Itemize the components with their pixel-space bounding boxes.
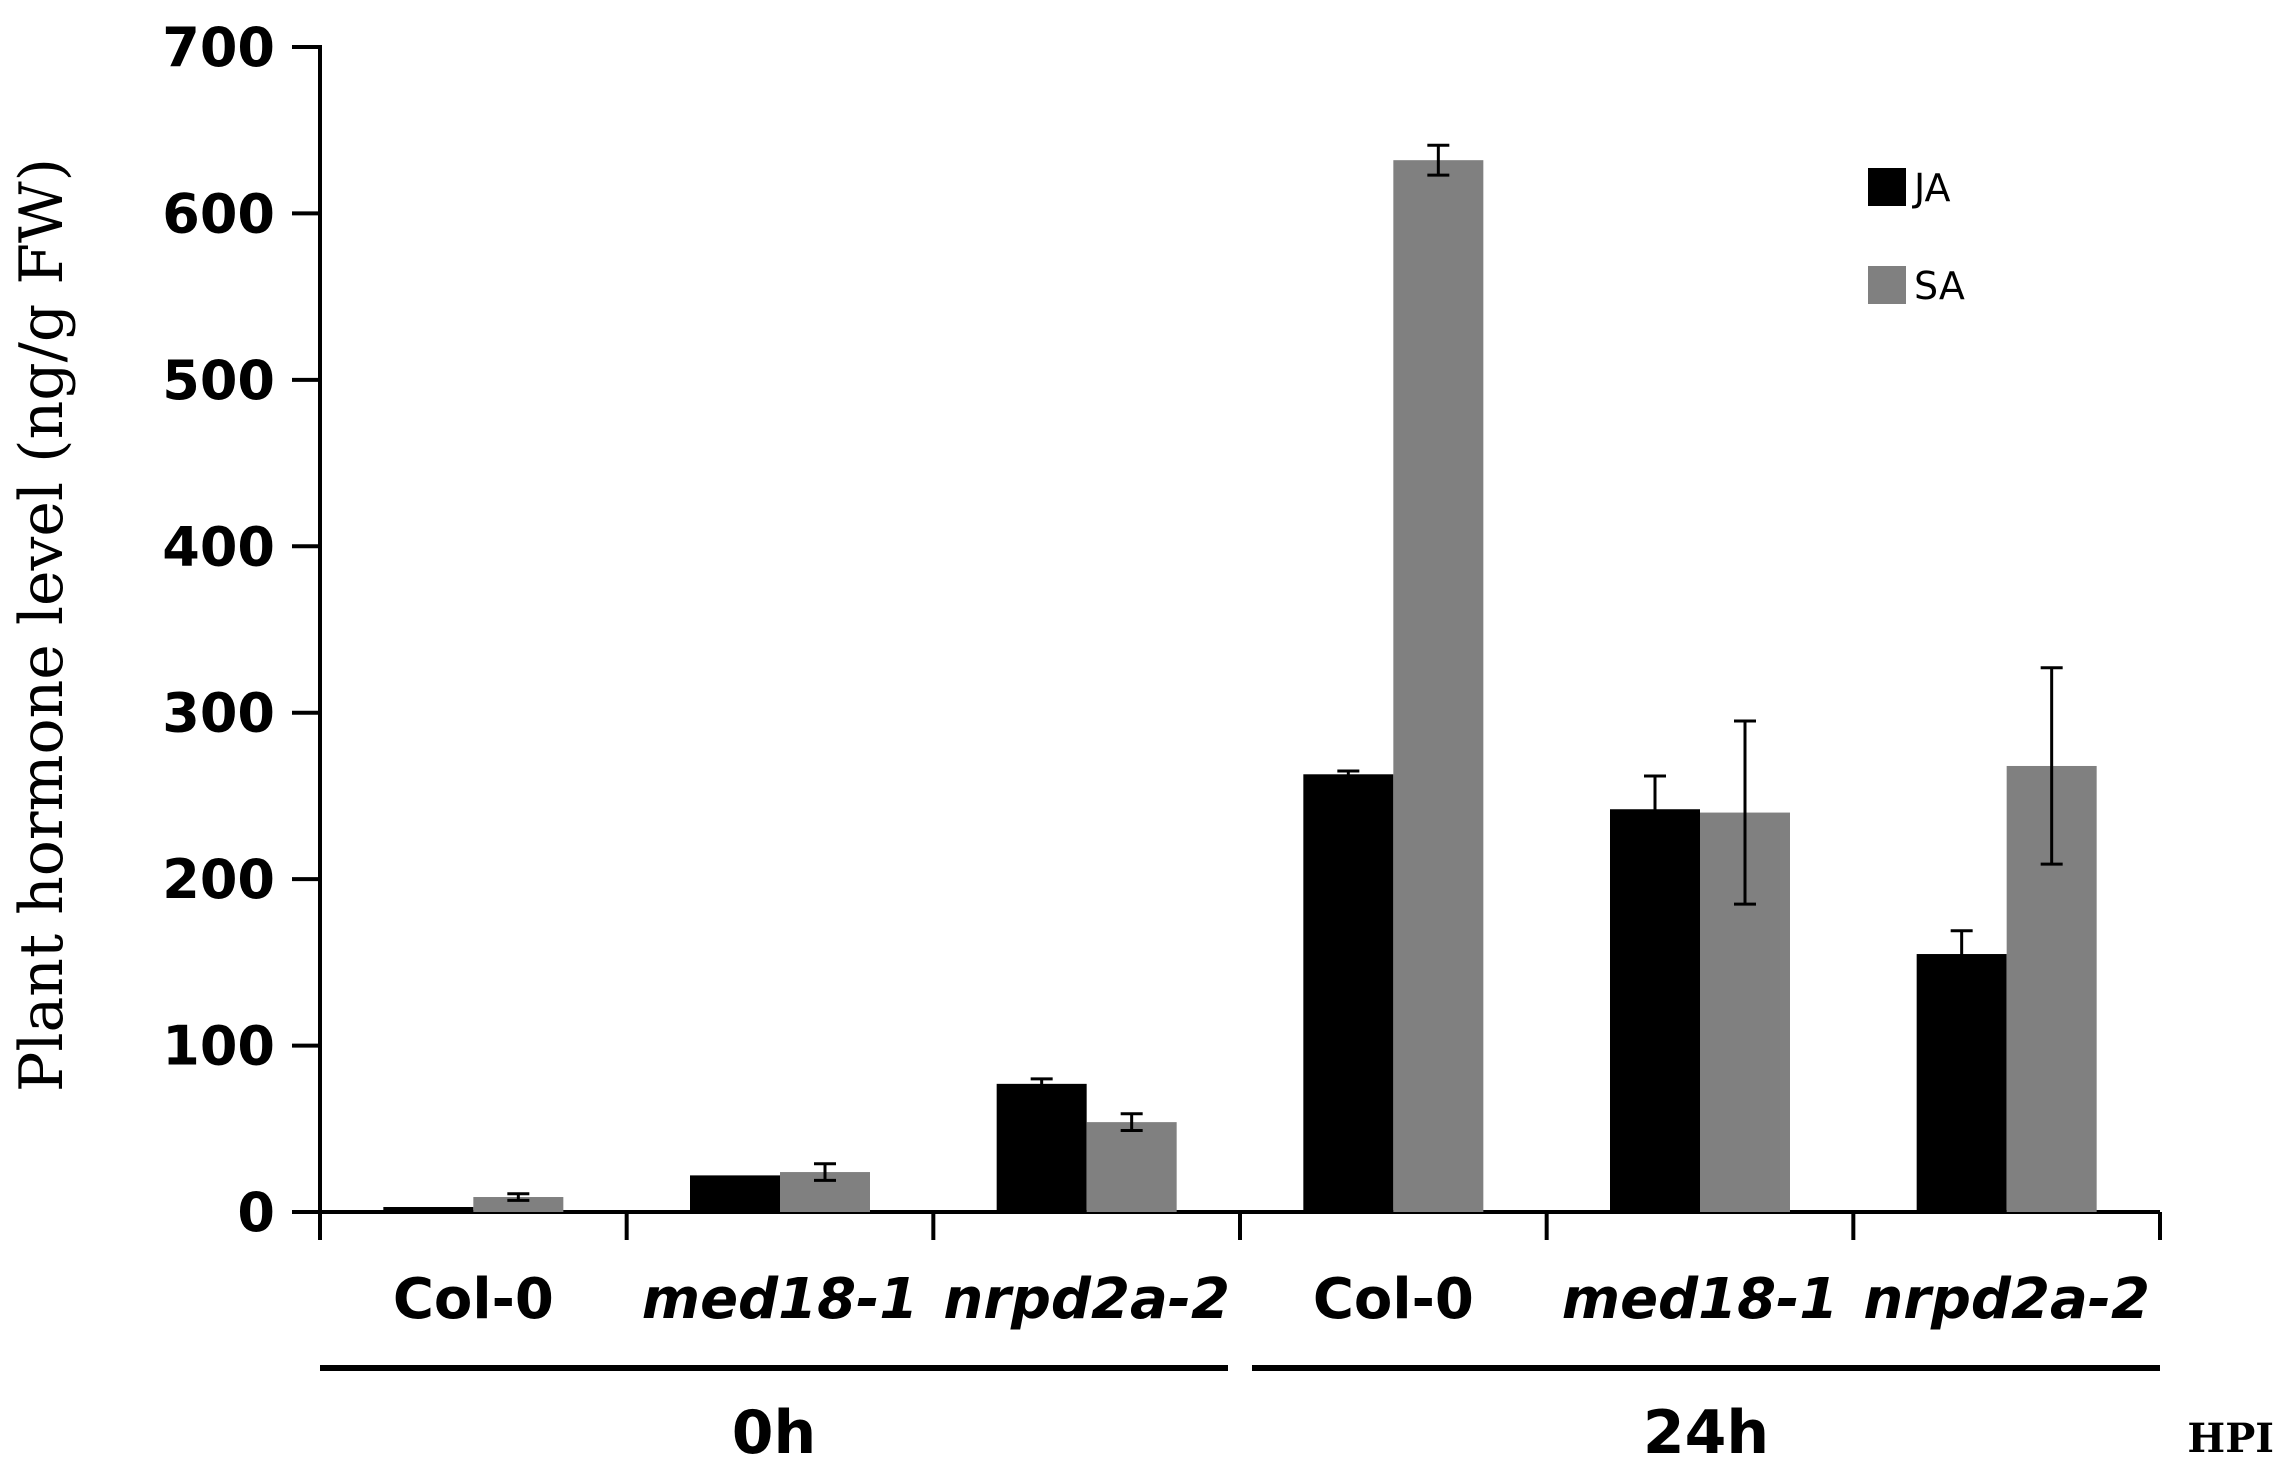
y-tick-label: 600 — [162, 182, 275, 245]
legend-label-ja: JA — [1912, 166, 1951, 210]
x-unit-label: HPI — [2187, 1415, 2274, 1462]
y-tick-label: 0 — [237, 1181, 275, 1244]
legend: JA SA — [1868, 166, 1965, 308]
bar-sa — [1393, 160, 1484, 1213]
y-tick-label: 500 — [162, 349, 275, 412]
error-bars — [507, 143, 2063, 1202]
y-ticks: 0 100 200 300 400 500 600 700 — [162, 16, 320, 1244]
legend-swatch-ja — [1868, 168, 1906, 206]
legend-swatch-sa — [1868, 266, 1906, 304]
group-brackets: 0h 24h — [320, 1365, 2160, 1468]
y-tick-label: 400 — [162, 515, 275, 578]
bar-sa — [473, 1197, 564, 1212]
bars — [383, 160, 2097, 1213]
x-category-label: nrpd2a-2 — [1863, 1267, 2150, 1332]
y-tick-label: 100 — [162, 1015, 275, 1078]
x-category-label: Col-0 — [1313, 1267, 1474, 1332]
bar-ja — [996, 1083, 1087, 1212]
bar-sa — [1086, 1122, 1177, 1212]
bar-ja — [1916, 954, 2007, 1212]
group-label: 0h — [732, 1398, 816, 1468]
group-label: 24h — [1643, 1398, 1769, 1468]
y-tick-label: 700 — [162, 16, 275, 79]
legend-label-sa: SA — [1914, 264, 1965, 308]
x-category-label: med18-1 — [642, 1267, 919, 1332]
bar-ja — [383, 1207, 474, 1212]
y-tick-label: 300 — [162, 682, 275, 745]
bar-ja — [690, 1175, 780, 1212]
bar-ja — [1610, 809, 1700, 1212]
x-category-label: med18-1 — [1562, 1267, 1839, 1332]
x-category-label: Col-0 — [393, 1267, 554, 1332]
y-tick-label: 200 — [162, 848, 275, 911]
x-category-labels: Col-0 med18-1 nrpd2a-2 Col-0 med18-1 nrpd2a-2 — [393, 1267, 2150, 1332]
x-category-label: nrpd2a-2 — [943, 1267, 1230, 1332]
y-axis-label: Plant hormone level (ng/g FW) — [7, 158, 77, 1092]
axes — [318, 45, 2162, 1240]
bar-ja — [1303, 774, 1394, 1212]
